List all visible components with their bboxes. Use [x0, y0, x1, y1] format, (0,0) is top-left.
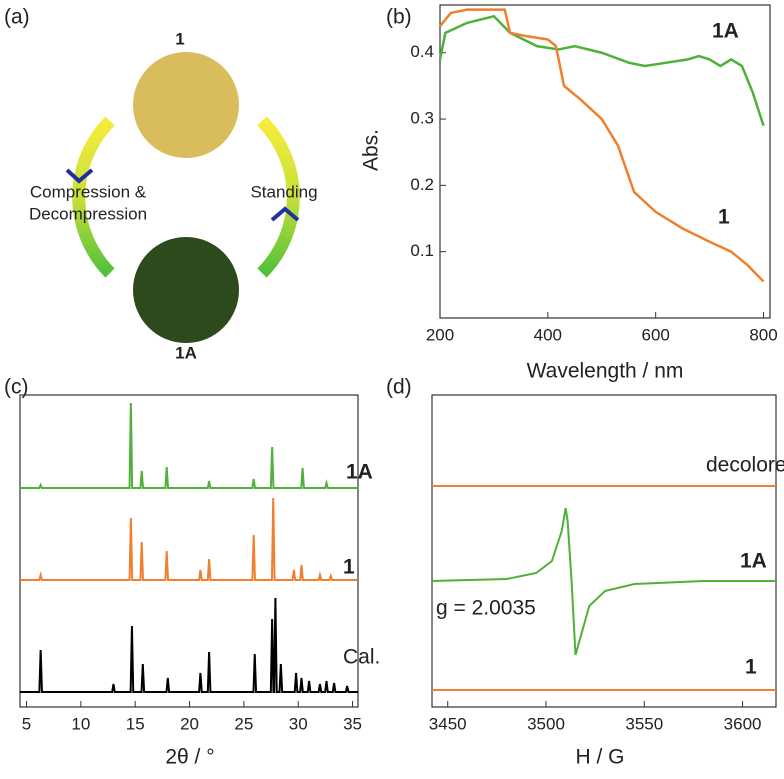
series-label: 1A	[712, 20, 739, 43]
series-label: 1	[745, 656, 757, 679]
x-tick-label: 15	[126, 714, 145, 733]
ring-arc	[257, 116, 300, 278]
x-tick-label: 3550	[625, 714, 663, 733]
node-label: 1A	[175, 343, 197, 362]
x-tick-label: 600	[641, 325, 669, 344]
panel-label: (a)	[4, 6, 30, 29]
y-axis-label: Abs.	[360, 129, 383, 171]
arrowhead	[270, 206, 300, 222]
x-tick-label: 30	[289, 714, 308, 733]
series-label: Cal.	[343, 646, 380, 669]
x-tick-label: 10	[71, 714, 90, 733]
x-tick-label: 5	[22, 714, 31, 733]
y-tick-label: 0.2	[410, 175, 434, 194]
x-tick-label: 800	[749, 325, 777, 344]
sample-disc	[133, 237, 239, 343]
series-label: 1	[718, 206, 730, 229]
panel-label: (c)	[4, 376, 29, 399]
x-axis-label: H / G	[575, 746, 624, 769]
series-label: decolored	[706, 454, 784, 477]
spectrum-line	[439, 8, 765, 283]
x-tick-label: 3450	[429, 714, 467, 733]
y-tick-label: 0.4	[410, 42, 434, 61]
plot-frame	[439, 4, 771, 319]
y-tick-label: 0.3	[410, 109, 434, 128]
series-label: 1A	[346, 461, 373, 484]
x-tick-label: 35	[343, 714, 362, 733]
pattern-line	[20, 497, 358, 581]
panel-label: (b)	[386, 6, 412, 29]
series-label: 1	[343, 556, 355, 579]
node-label: 1	[175, 29, 184, 48]
arrow-label: Compression &	[30, 182, 147, 201]
series-label: 1A	[740, 550, 767, 573]
y-tick-label: 0.1	[410, 241, 434, 260]
annotation: g = 2.0035	[436, 597, 536, 620]
arrow-label: Standing	[250, 182, 317, 201]
x-tick-label: 3600	[724, 714, 762, 733]
x-tick-label: 3500	[527, 714, 565, 733]
arrowhead	[65, 168, 94, 184]
x-tick-label: 400	[534, 325, 562, 344]
plot-frame	[19, 394, 359, 708]
spectrum-line	[438, 14, 765, 127]
plot-frame	[431, 394, 777, 708]
arrow-label: Decompression	[29, 204, 147, 223]
x-tick-label: 200	[426, 325, 454, 344]
x-tick-label: 20	[180, 714, 199, 733]
pattern-line	[20, 402, 358, 489]
x-axis-label: 2θ / °	[165, 746, 214, 769]
pattern-line	[431, 507, 776, 656]
ring-arc	[72, 116, 115, 278]
panel-label: (d)	[386, 376, 412, 399]
x-tick-label: 25	[234, 714, 253, 733]
sample-disc	[133, 52, 239, 158]
pattern-line	[20, 597, 358, 693]
x-axis-label: Wavelength / nm	[527, 360, 684, 383]
